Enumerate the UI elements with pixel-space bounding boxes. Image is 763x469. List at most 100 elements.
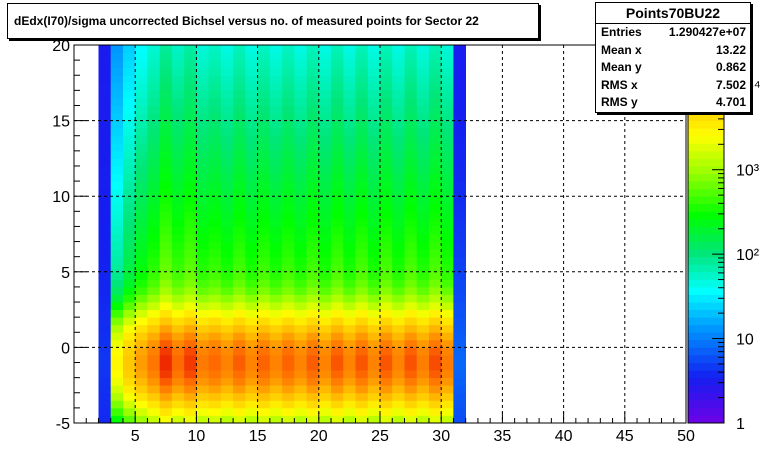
heatmap-cell	[355, 302, 369, 310]
heatmap-cell	[343, 226, 356, 235]
heatmap-cell	[282, 196, 295, 205]
heatmap-cell	[331, 135, 344, 144]
heatmap-cell	[306, 75, 320, 84]
heatmap-cell	[147, 188, 160, 197]
heatmap-cell	[123, 196, 136, 205]
heatmap-cell	[392, 256, 405, 265]
heatmap-cell	[331, 362, 344, 371]
heatmap-cell	[392, 309, 405, 318]
heatmap-cell	[159, 188, 173, 197]
heatmap-cell	[98, 203, 112, 212]
heatmap-cell	[233, 302, 246, 310]
heatmap-cell	[98, 135, 112, 144]
heatmap-cell	[404, 279, 418, 288]
heatmap-cell	[123, 67, 136, 76]
heatmap-cell	[392, 271, 405, 280]
heatmap-cell	[453, 226, 466, 235]
heatmap-cell	[380, 355, 393, 363]
heatmap-cell	[269, 113, 283, 121]
heatmap-cell	[306, 407, 320, 416]
heatmap-cell	[367, 347, 381, 356]
heatmap-cell	[282, 97, 295, 106]
heatmap-cell	[343, 355, 356, 363]
heatmap-cell	[135, 97, 148, 106]
heatmap-cell	[392, 75, 405, 84]
heatmap-cell	[416, 249, 430, 258]
heatmap-cell	[159, 113, 173, 121]
heatmap-cell	[208, 196, 222, 205]
heatmap-cell	[220, 309, 234, 318]
heatmap-cell	[355, 279, 369, 288]
heatmap-cell	[355, 256, 369, 265]
heatmap-cell	[220, 324, 234, 333]
heatmap-cell	[196, 355, 209, 363]
heatmap-cell	[331, 143, 344, 152]
heatmap-cell	[306, 302, 320, 310]
heatmap-cell	[453, 218, 466, 227]
heatmap-cell	[135, 317, 148, 326]
heatmap-cell	[392, 385, 405, 394]
heatmap-cell	[429, 226, 442, 235]
heatmap-cell	[318, 166, 332, 174]
heatmap-cell	[367, 241, 381, 250]
heatmap-cell	[392, 45, 405, 53]
heatmap-cell	[220, 135, 234, 144]
heatmap-cell	[196, 105, 209, 114]
heatmap-cell	[123, 362, 136, 371]
heatmap-cell	[343, 324, 356, 333]
heatmap-cell	[98, 75, 112, 84]
heatmap-cell	[171, 317, 185, 326]
heatmap-cell	[318, 90, 332, 99]
heatmap-cell	[453, 302, 466, 310]
heatmap-cell	[220, 400, 234, 409]
heatmap-cell	[392, 370, 405, 379]
heatmap-cell	[294, 415, 307, 424]
heatmap-cell	[171, 203, 185, 212]
heatmap-cell	[269, 324, 283, 333]
heatmap-cell	[98, 173, 112, 182]
heatmap-cell	[367, 279, 381, 288]
heatmap-cell	[171, 211, 185, 220]
heatmap-cell	[367, 166, 381, 174]
heatmap-cell	[355, 181, 369, 190]
heatmap-cell	[233, 249, 246, 258]
heatmap-cell	[245, 407, 258, 416]
heatmap-cell	[123, 128, 136, 137]
heatmap-cell	[318, 385, 332, 394]
heatmap-cell	[245, 385, 258, 394]
heatmap-cell	[257, 385, 271, 394]
heatmap-cell	[380, 362, 393, 371]
heatmap-cell	[441, 105, 454, 114]
heatmap-cell	[318, 317, 332, 326]
heatmap-cell	[233, 203, 246, 212]
heatmap-cell	[208, 97, 222, 106]
heatmap-cell	[147, 355, 160, 363]
color-scale-segment	[688, 324, 724, 333]
heatmap-cell	[367, 407, 381, 416]
heatmap-cell	[171, 218, 185, 227]
heatmap-cell	[429, 264, 442, 273]
heatmap-cell	[135, 234, 148, 242]
heatmap-cell	[306, 196, 320, 205]
heatmap-cell	[269, 82, 283, 91]
heatmap-cell	[294, 135, 307, 144]
heatmap-cell	[135, 113, 148, 121]
heatmap-cell	[245, 218, 258, 227]
heatmap-cell	[196, 407, 209, 416]
heatmap-cell	[184, 150, 197, 159]
heatmap-cell	[429, 362, 442, 371]
heatmap-cell	[380, 332, 393, 341]
heatmap-cell	[220, 249, 234, 258]
heatmap-cell	[416, 302, 430, 310]
heatmap-cell	[441, 400, 454, 409]
heatmap-cell	[171, 226, 185, 235]
heatmap-cell	[159, 82, 173, 91]
heatmap-cell	[441, 75, 454, 84]
heatmap-cell	[147, 135, 160, 144]
heatmap-cell	[220, 203, 234, 212]
heatmap-cell	[233, 324, 246, 333]
heatmap-cell	[171, 75, 185, 84]
heatmap-cell	[294, 234, 307, 242]
heatmap-cell	[245, 135, 258, 144]
heatmap-cell	[220, 128, 234, 137]
